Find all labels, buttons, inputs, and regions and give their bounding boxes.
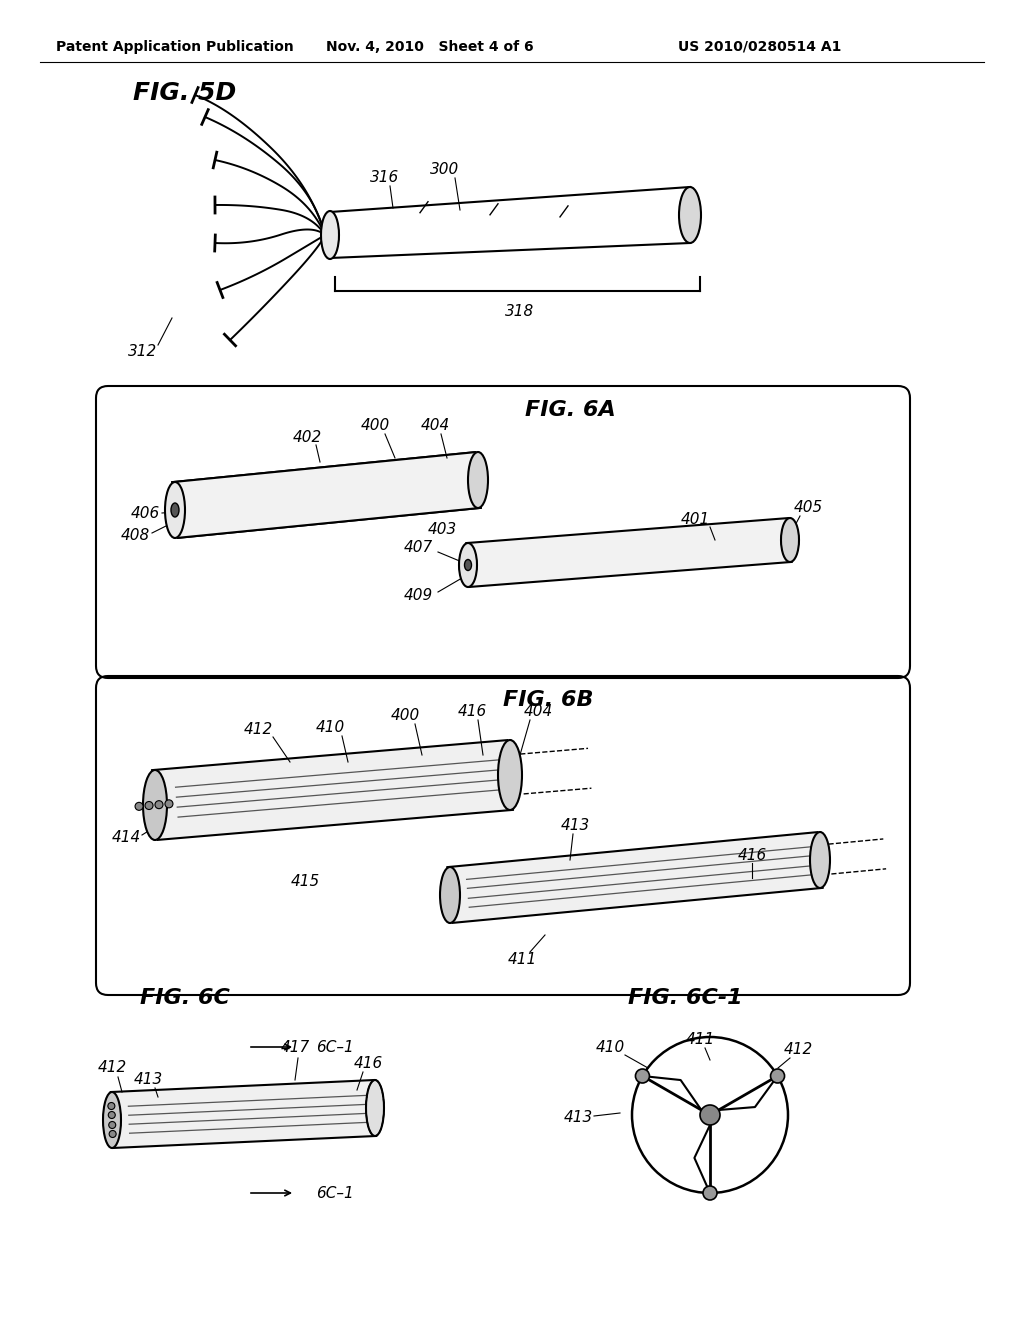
Ellipse shape — [468, 451, 488, 508]
Polygon shape — [152, 741, 513, 840]
Text: Patent Application Publication: Patent Application Publication — [56, 40, 294, 54]
Circle shape — [700, 1105, 720, 1125]
Text: 412: 412 — [97, 1060, 127, 1076]
Ellipse shape — [321, 211, 339, 259]
Text: FIG. 6C: FIG. 6C — [140, 987, 230, 1008]
Circle shape — [155, 801, 163, 809]
Text: 410: 410 — [315, 721, 345, 735]
Ellipse shape — [679, 187, 701, 243]
Text: 412: 412 — [244, 722, 272, 738]
Text: 414: 414 — [112, 830, 140, 846]
Text: 407: 407 — [403, 540, 432, 556]
Text: 413: 413 — [563, 1110, 593, 1126]
Text: 6C–1: 6C–1 — [316, 1040, 354, 1055]
Ellipse shape — [810, 832, 830, 888]
Circle shape — [108, 1102, 115, 1110]
Ellipse shape — [171, 503, 179, 517]
Text: 400: 400 — [390, 709, 420, 723]
Text: 416: 416 — [737, 847, 767, 862]
Text: Nov. 4, 2010   Sheet 4 of 6: Nov. 4, 2010 Sheet 4 of 6 — [327, 40, 534, 54]
Circle shape — [703, 1185, 717, 1200]
Text: FIG. 6B: FIG. 6B — [503, 690, 593, 710]
Ellipse shape — [465, 560, 471, 570]
Circle shape — [770, 1069, 784, 1082]
Polygon shape — [466, 517, 792, 587]
Text: 408: 408 — [121, 528, 150, 543]
Ellipse shape — [781, 517, 799, 562]
Text: FIG. 6A: FIG. 6A — [524, 400, 615, 420]
Text: 401: 401 — [680, 512, 710, 528]
Polygon shape — [111, 1080, 376, 1148]
Text: 411: 411 — [685, 1032, 715, 1048]
Polygon shape — [447, 832, 822, 923]
Text: 416: 416 — [353, 1056, 383, 1071]
Text: 300: 300 — [430, 162, 460, 177]
Ellipse shape — [165, 482, 185, 539]
Text: 413: 413 — [560, 817, 590, 833]
Text: US 2010/0280514 A1: US 2010/0280514 A1 — [678, 40, 842, 54]
Text: 412: 412 — [783, 1043, 813, 1057]
Text: FIG. 6C-1: FIG. 6C-1 — [628, 987, 742, 1008]
Text: 404: 404 — [523, 705, 553, 719]
Ellipse shape — [103, 1092, 121, 1148]
Text: 405: 405 — [794, 500, 822, 516]
Text: 318: 318 — [506, 304, 535, 318]
Circle shape — [109, 1111, 116, 1118]
Text: 404: 404 — [421, 418, 450, 433]
Text: 417: 417 — [281, 1040, 309, 1056]
Ellipse shape — [143, 770, 167, 840]
Circle shape — [145, 801, 153, 809]
Circle shape — [135, 803, 143, 810]
Text: 312: 312 — [128, 345, 158, 359]
Text: 406: 406 — [130, 506, 160, 520]
Text: 415: 415 — [291, 874, 319, 890]
Circle shape — [110, 1130, 116, 1138]
Text: 410: 410 — [595, 1040, 625, 1056]
Text: 413: 413 — [133, 1072, 163, 1088]
Polygon shape — [172, 453, 480, 537]
Circle shape — [165, 800, 173, 808]
Text: 6C–1: 6C–1 — [316, 1185, 354, 1200]
Ellipse shape — [498, 741, 522, 810]
Text: 400: 400 — [360, 418, 389, 433]
Circle shape — [636, 1069, 649, 1082]
Ellipse shape — [440, 867, 460, 923]
Text: 402: 402 — [293, 430, 322, 446]
Text: 403: 403 — [427, 523, 457, 537]
Text: FIG. 5D: FIG. 5D — [133, 81, 237, 106]
Ellipse shape — [366, 1080, 384, 1137]
Text: 316: 316 — [371, 170, 399, 186]
Ellipse shape — [459, 543, 477, 587]
Text: 409: 409 — [403, 587, 432, 602]
Circle shape — [109, 1122, 116, 1129]
Text: 416: 416 — [458, 705, 486, 719]
Text: 411: 411 — [507, 953, 537, 968]
